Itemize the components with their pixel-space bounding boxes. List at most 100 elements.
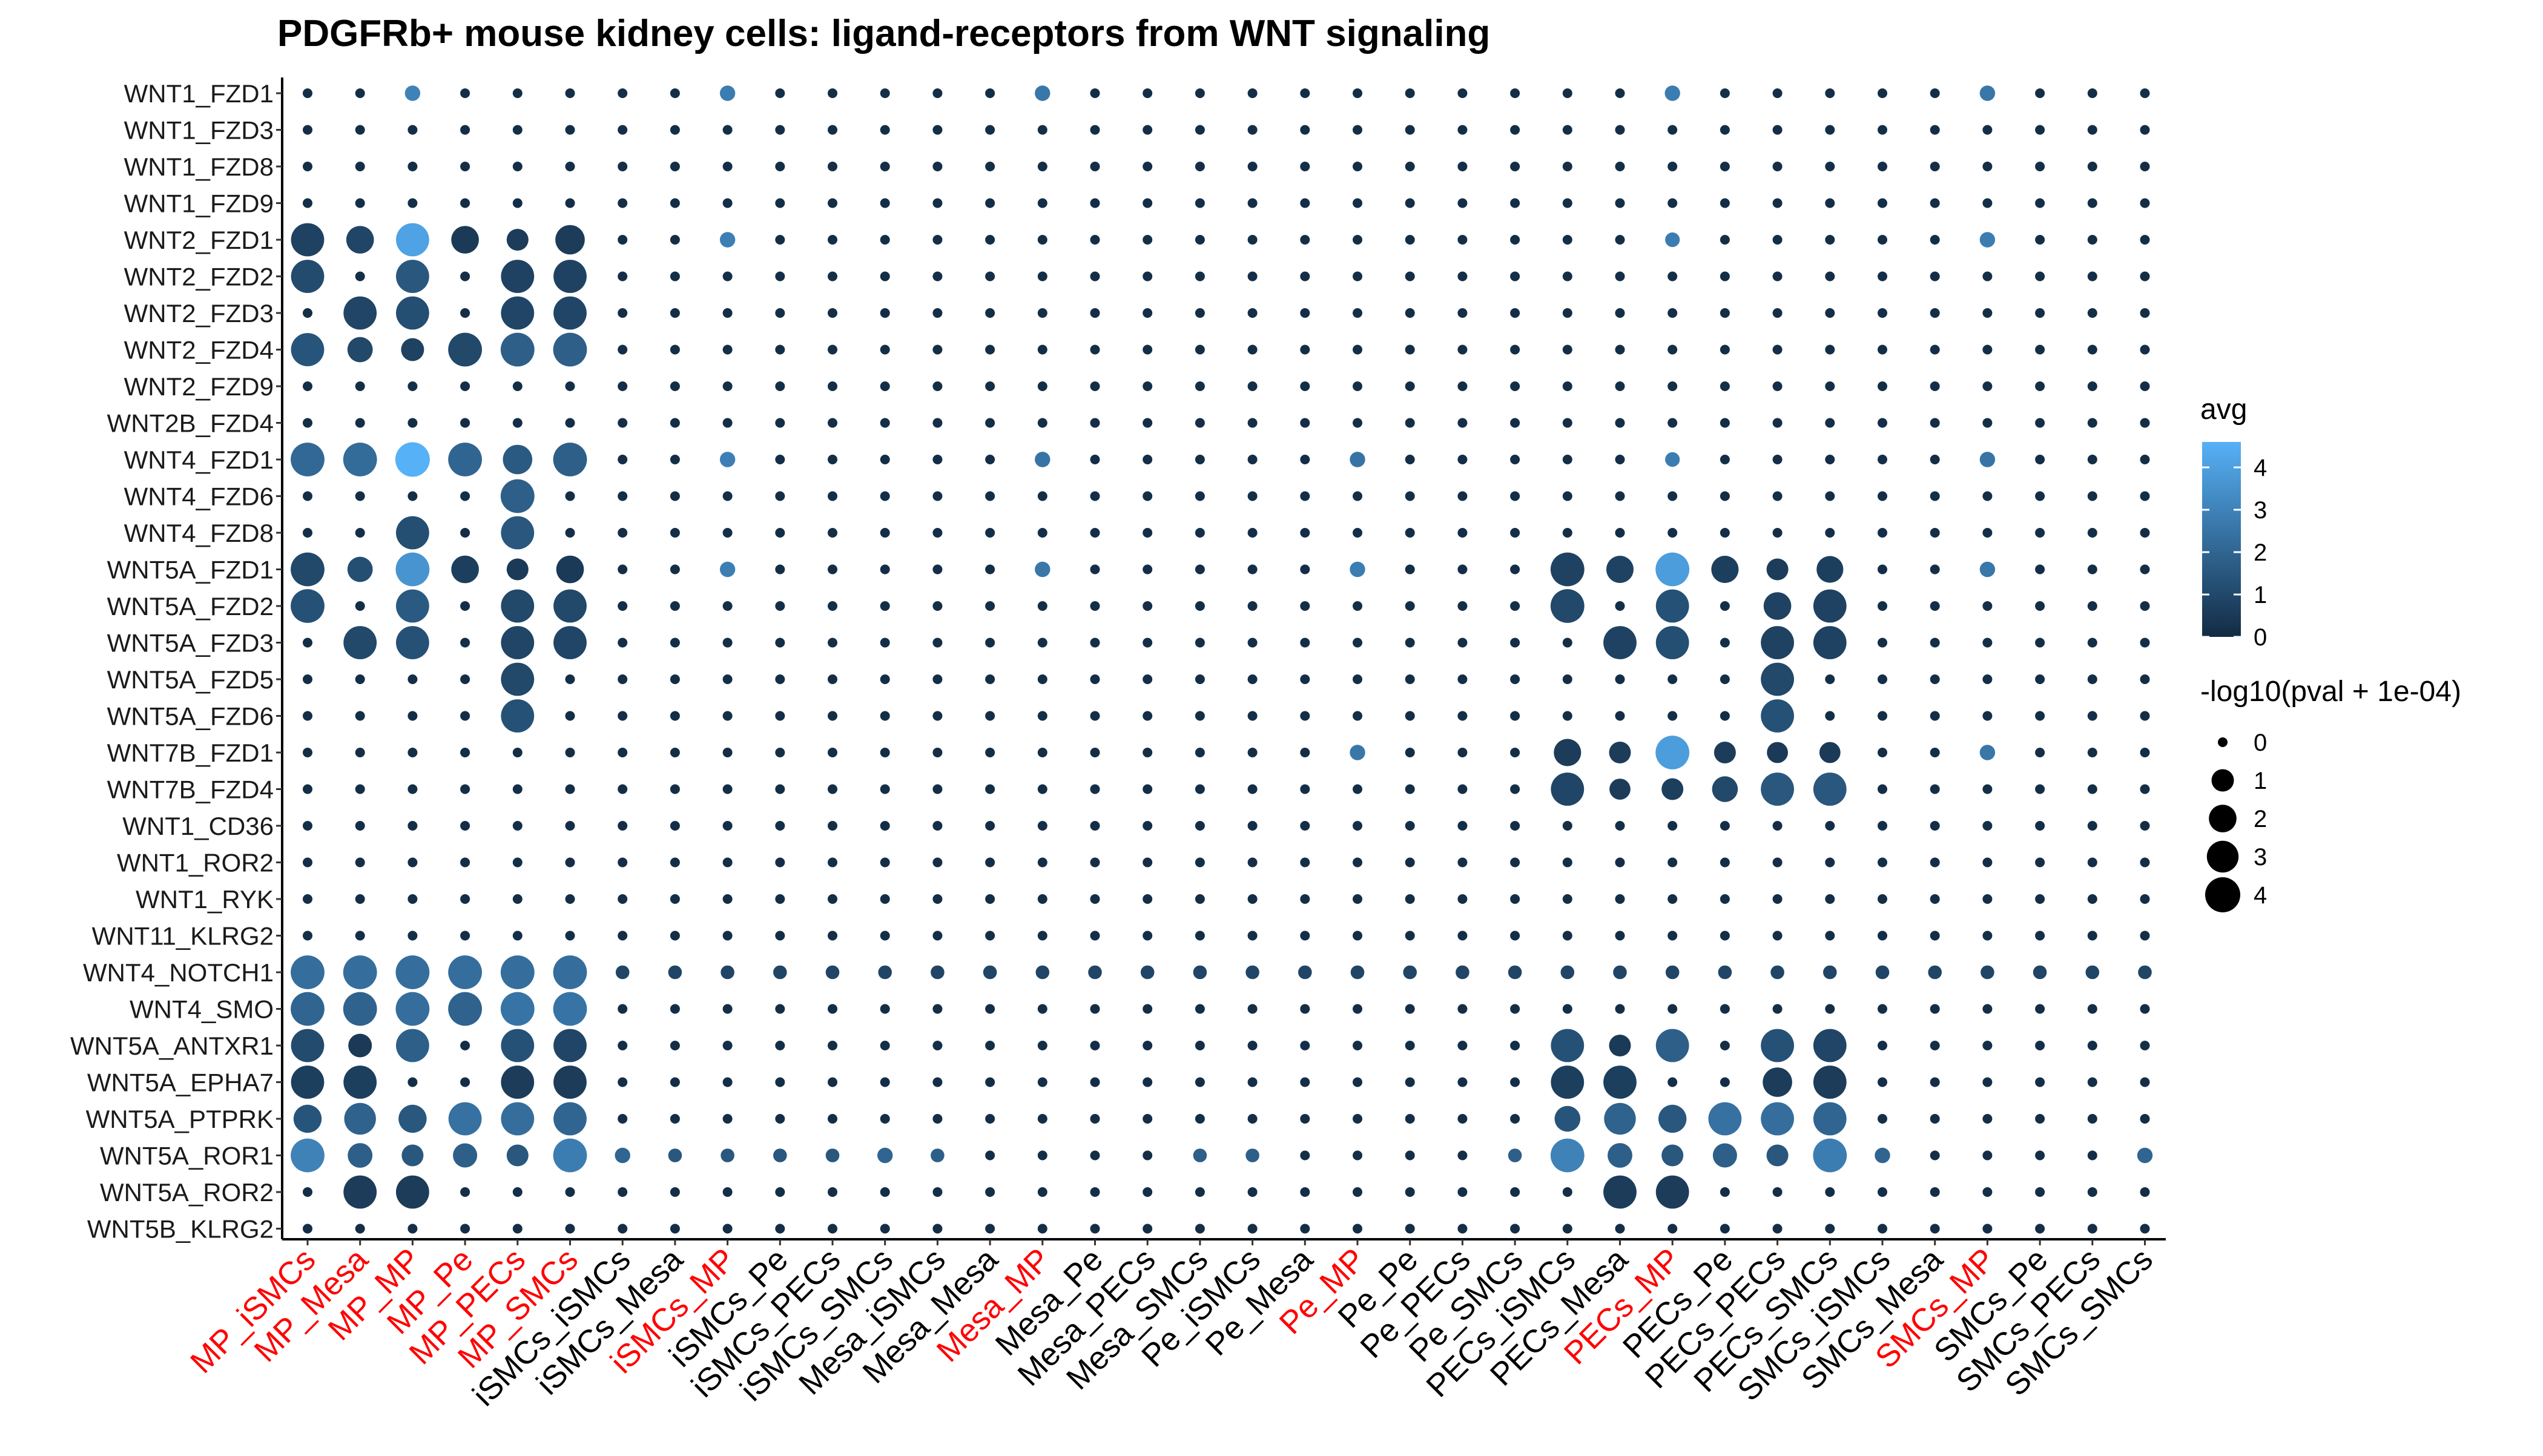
data-point (1143, 1114, 1153, 1124)
data-point (618, 821, 628, 831)
data-point (1405, 931, 1415, 941)
data-point (722, 1077, 733, 1087)
data-point (1655, 589, 1689, 623)
data-point (1037, 1041, 1047, 1050)
data-point (2035, 491, 2045, 501)
data-point (1510, 271, 1520, 282)
data-point (512, 125, 523, 135)
data-point (1195, 674, 1205, 684)
data-point (1825, 198, 1835, 208)
data-point (303, 381, 312, 391)
data-point (1667, 674, 1678, 684)
data-point (722, 271, 733, 282)
data-point (1090, 1077, 1100, 1087)
data-point (291, 443, 325, 476)
data-point (1615, 125, 1625, 135)
data-point (1878, 381, 1887, 391)
data-point (880, 1224, 890, 1234)
data-point (1195, 1004, 1205, 1014)
data-point (1667, 894, 1678, 904)
data-point (2087, 1041, 2097, 1050)
data-point (1195, 418, 1205, 428)
data-point (460, 381, 470, 391)
data-point (2140, 711, 2150, 721)
data-point (1615, 198, 1625, 208)
data-point (1761, 626, 1795, 659)
data-point (2087, 88, 2097, 98)
data-point (1655, 736, 1690, 769)
data-point (2140, 455, 2150, 464)
data-point (448, 992, 482, 1026)
data-point (1353, 381, 1362, 391)
data-point (2140, 308, 2150, 318)
data-point (2035, 674, 2045, 684)
data-point (2035, 308, 2045, 318)
data-point (1195, 931, 1205, 941)
data-point (1510, 1041, 1520, 1050)
data-point (1720, 455, 1730, 464)
size-legend: -log10(pval + 1e-04) 0 1 2 3 4 (2200, 676, 2461, 912)
data-point (1143, 162, 1153, 171)
data-point (1195, 308, 1205, 318)
data-point (1090, 235, 1100, 245)
color-legend-bar (2202, 442, 2241, 637)
data-point (1090, 711, 1100, 721)
data-point (1720, 198, 1730, 208)
data-point (1037, 1004, 1047, 1014)
data-point (1772, 1004, 1783, 1014)
data-point (1353, 1004, 1362, 1014)
data-point (553, 1138, 587, 1173)
data-point (1606, 556, 1634, 583)
data-point (618, 418, 628, 428)
data-point (722, 162, 733, 171)
data-point (721, 965, 734, 980)
data-point (1195, 1077, 1205, 1087)
y-tick-label: WNT2_FZD2 (124, 263, 274, 291)
data-point (1655, 1029, 1689, 1062)
data-point (1930, 88, 1940, 98)
data-point (1405, 381, 1415, 391)
data-point (1878, 601, 1887, 611)
data-point (2140, 344, 2150, 355)
data-point (775, 821, 785, 831)
data-point (2087, 857, 2097, 868)
data-point (670, 931, 680, 941)
data-point (719, 452, 736, 467)
data-point (1510, 235, 1520, 245)
data-point (1825, 271, 1835, 282)
data-point (1667, 1077, 1678, 1087)
data-point (553, 1102, 587, 1136)
data-point (1825, 857, 1835, 868)
data-point (1457, 344, 1468, 355)
data-point (1615, 235, 1625, 245)
data-point (1510, 125, 1520, 135)
data-point (460, 1041, 470, 1050)
data-point (1353, 271, 1362, 282)
data-point (932, 931, 943, 941)
data-point (1930, 125, 1940, 135)
color-legend-label: 1 (2254, 582, 2267, 608)
data-point (1457, 564, 1468, 575)
data-point (618, 1077, 628, 1087)
data-point (1930, 528, 1940, 538)
data-point (1037, 784, 1047, 794)
data-point (1930, 1041, 1940, 1050)
data-point (932, 601, 943, 611)
data-point (1550, 589, 1585, 623)
data-point (1720, 1004, 1730, 1014)
data-point (1982, 418, 1993, 428)
data-point (501, 699, 535, 733)
data-point (291, 552, 325, 587)
data-point (1981, 965, 1994, 980)
data-point (1300, 564, 1310, 575)
data-point (1195, 528, 1205, 538)
data-point (1878, 821, 1887, 831)
color-legend-label: 4 (2254, 455, 2267, 481)
data-point (828, 418, 837, 428)
data-point (1300, 271, 1310, 282)
data-point (2085, 965, 2100, 980)
data-point (828, 1224, 837, 1234)
data-point (1982, 1114, 1993, 1124)
data-point (670, 564, 680, 575)
data-point (1825, 125, 1835, 135)
